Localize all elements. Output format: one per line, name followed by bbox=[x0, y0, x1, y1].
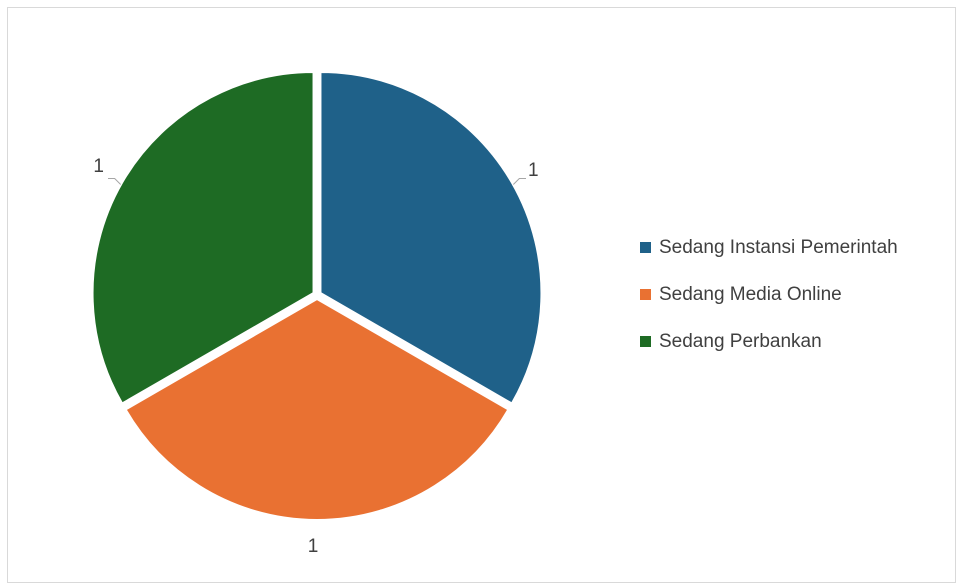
legend-swatch bbox=[640, 289, 651, 300]
pie-slice-1 bbox=[319, 70, 543, 405]
pie-slices bbox=[91, 70, 543, 522]
legend-label: Sedang Instansi Pemerintah bbox=[659, 236, 898, 258]
data-label-1: 1 bbox=[528, 160, 539, 181]
legend-item-3: Sedang Perbankan bbox=[640, 328, 898, 355]
data-label-2: 1 bbox=[308, 536, 319, 557]
leader-line-1 bbox=[512, 178, 526, 185]
chart-legend: Sedang Instansi Pemerintah Sedang Media O… bbox=[640, 234, 898, 375]
legend-label: Sedang Perbankan bbox=[659, 330, 822, 352]
pie-slice-2 bbox=[124, 297, 510, 522]
data-label-3: 1 bbox=[93, 156, 104, 177]
data-labels: 1 1 1 bbox=[93, 156, 538, 557]
leader-lines bbox=[108, 178, 526, 185]
legend-item-2: Sedang Media Online bbox=[640, 281, 898, 308]
legend-item-1: Sedang Instansi Pemerintah bbox=[640, 234, 898, 261]
legend-swatch bbox=[640, 242, 651, 253]
legend-swatch bbox=[640, 336, 651, 347]
legend-label: Sedang Media Online bbox=[659, 283, 842, 305]
leader-line-3 bbox=[108, 178, 122, 185]
pie-slice-3 bbox=[91, 70, 315, 405]
